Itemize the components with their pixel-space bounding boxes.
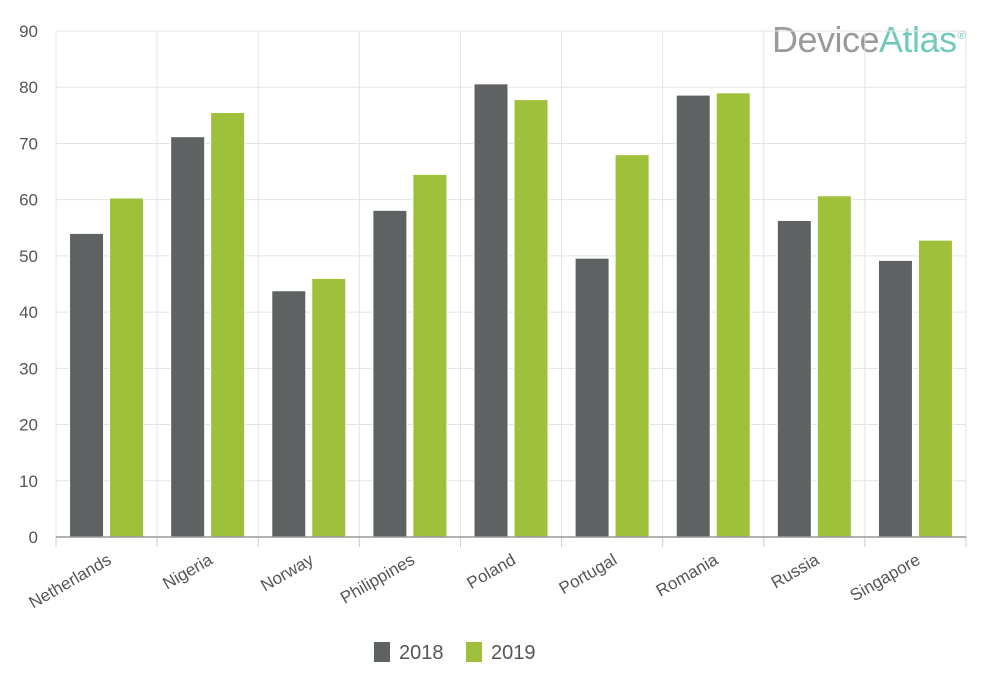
- x-tick-label-singapore: Singapore: [847, 550, 924, 605]
- bar-2019-russia: [816, 195, 852, 538]
- x-tick-label-nigeria: Nigeria: [160, 550, 217, 594]
- x-tick-label-romania: Romania: [653, 550, 722, 601]
- bar-2019-poland: [513, 99, 549, 538]
- bar-2019-romania: [715, 92, 751, 538]
- bar-2018-poland: [473, 83, 509, 538]
- deviceatlas-logo: DeviceAtlas®: [772, 14, 966, 62]
- bar-2018-philippines: [372, 209, 408, 538]
- y-tick-label-10: 10: [19, 472, 38, 491]
- logo-registered-mark: ®: [957, 30, 966, 42]
- y-tick-label-90: 90: [19, 22, 38, 41]
- legend-label-2019: 2019: [491, 642, 536, 664]
- x-tick-label-portugal: Portugal: [556, 550, 620, 598]
- bar-2019-philippines: [412, 173, 448, 538]
- y-tick-label-0: 0: [29, 528, 38, 547]
- y-tick-label-80: 80: [19, 78, 38, 97]
- bar-2018-netherlands: [69, 232, 105, 538]
- legend-swatch-2019: [466, 642, 482, 662]
- bar-2019-netherlands: [109, 197, 145, 538]
- logo-text-device: Device: [772, 19, 880, 60]
- bar-2019-nigeria: [210, 112, 246, 538]
- x-tick-label-norway: Norway: [257, 550, 317, 596]
- y-tick-label-20: 20: [19, 416, 38, 435]
- bar-2019-singapore: [917, 239, 953, 538]
- bar-2019-portugal: [614, 154, 650, 538]
- x-tick-label-netherlands: Netherlands: [26, 550, 115, 612]
- x-tick-label-philippines: Philippines: [337, 550, 418, 608]
- bar-2018-romania: [675, 94, 711, 538]
- legend-label-2018: 2018: [399, 642, 444, 664]
- logo-text-atlas: Atlas: [879, 19, 957, 60]
- bar-2018-singapore: [877, 259, 913, 538]
- x-tick-label-russia: Russia: [768, 550, 823, 593]
- bar-2018-norway: [271, 290, 307, 538]
- bar-2018-russia: [776, 219, 812, 538]
- y-tick-label-50: 50: [19, 247, 38, 266]
- y-tick-label-60: 60: [19, 191, 38, 210]
- y-tick-label-70: 70: [19, 134, 38, 153]
- bar-2018-portugal: [574, 257, 610, 538]
- legend-swatch-2018: [374, 642, 390, 662]
- legend: 2018 2019: [374, 642, 536, 664]
- bars: [69, 83, 953, 538]
- grid-lines: [55, 30, 967, 537]
- x-tick-label-poland: Poland: [464, 550, 519, 593]
- y-tick-label-40: 40: [19, 303, 38, 322]
- y-tick-label-30: 30: [19, 359, 38, 378]
- bar-2019-norway: [311, 277, 347, 538]
- bar-2018-nigeria: [170, 136, 206, 538]
